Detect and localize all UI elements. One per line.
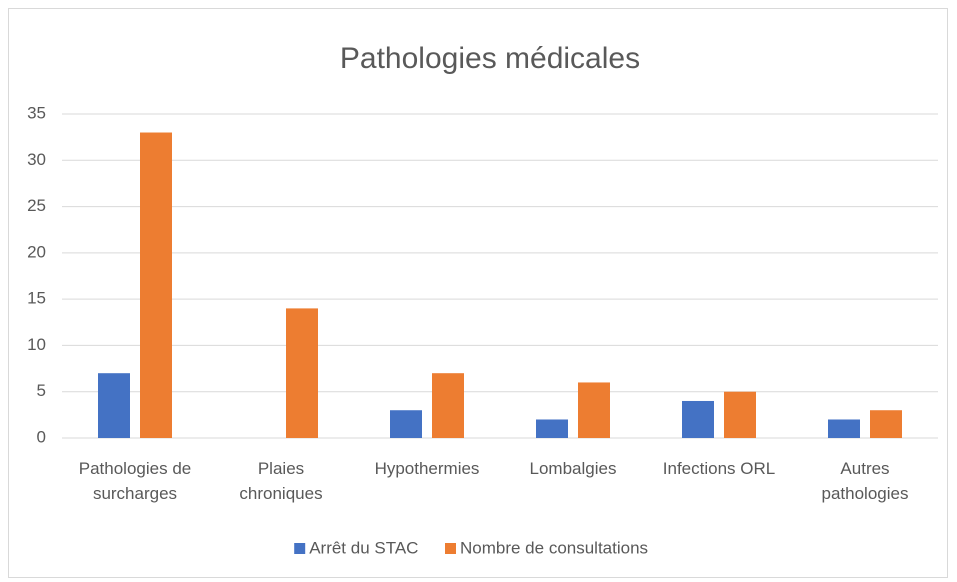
legend-swatch [445,543,456,554]
bar [682,400,714,438]
legend-label: Nombre de consultations [460,538,648,557]
y-tick-label: 10 [27,335,46,354]
bar [578,382,610,438]
bar [286,308,318,438]
y-tick-label: 20 [27,242,46,261]
legend-label: Arrêt du STAC [309,538,418,557]
bar [724,391,756,438]
y-tick-label: 35 [27,103,46,122]
x-tick-label: Infections ORL [663,459,775,478]
y-tick-label: 25 [27,196,46,215]
bar [390,410,422,438]
chart-title: Pathologies médicales [340,42,640,75]
bar [98,373,130,438]
x-tick-label: Plaies chroniques [239,459,322,503]
bar [536,419,568,438]
y-tick-label: 30 [27,150,46,169]
bar [140,132,172,438]
y-tick-label: 15 [27,289,46,308]
bar [828,419,860,438]
y-tick-label: 5 [37,381,46,400]
bar [432,373,464,438]
x-tick-label: Autres pathologies [822,459,909,503]
x-tick-label: Hypothermies [375,459,480,478]
y-tick-label: 0 [37,427,46,446]
bar [870,410,902,438]
legend-swatch [294,543,306,554]
x-tick-label: Pathologies de surcharges [79,459,191,503]
x-tick-label: Lombalgies [530,459,617,478]
